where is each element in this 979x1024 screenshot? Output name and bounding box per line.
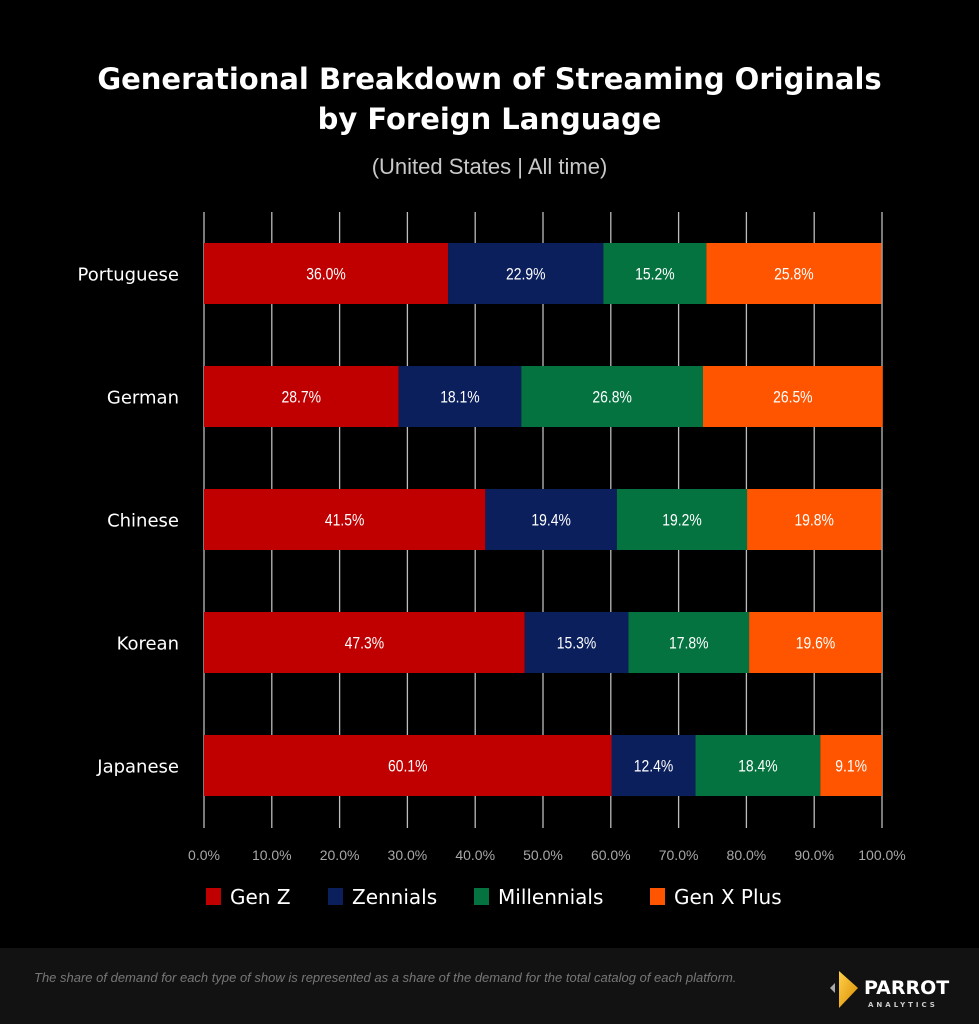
data-label: 26.5% (773, 388, 813, 407)
bars: 36.0% 22.9% 15.2% 25.8% 28.7% 18.1% 26.8% 26.5%… (204, 243, 883, 796)
bar-segment (204, 489, 486, 550)
logo-subtext: ANALYTICS (868, 1001, 938, 1009)
bar-segment (747, 489, 882, 550)
x-tick-label: 20.0% (320, 847, 360, 863)
data-label: 15.3% (557, 634, 597, 653)
data-label: 19.2% (662, 511, 702, 530)
legend-swatch (474, 888, 489, 905)
x-tick-label: 0.0% (188, 847, 220, 863)
bar-segment (204, 366, 399, 427)
x-tick-label: 50.0% (523, 847, 563, 863)
bar-segment (204, 612, 525, 673)
x-tick-label: 90.0% (794, 847, 834, 863)
footer-bar (0, 948, 979, 1024)
x-tick-label: 30.0% (388, 847, 428, 863)
bar-segment (628, 612, 750, 673)
logo-parrot-mark-icon (839, 971, 858, 1008)
bar-segment (703, 366, 883, 427)
x-tick-label: 80.0% (727, 847, 767, 863)
category-label: Portuguese (78, 265, 179, 286)
bar-segment (611, 735, 696, 796)
legend-label: Millennials (498, 885, 603, 909)
bar-segment (603, 243, 707, 304)
bar-segment (398, 366, 522, 427)
bar-segment (695, 735, 821, 796)
data-label: 18.1% (440, 388, 480, 407)
legend-swatch (206, 888, 221, 905)
chart-subtitle: (United States | All time) (371, 154, 608, 179)
legend-label: Zennials (352, 885, 437, 909)
data-label: 17.8% (669, 634, 709, 653)
bar-segment (521, 366, 704, 427)
legend: Gen Z Zennials Millennials Gen X Plus (206, 885, 782, 909)
bar-segment (749, 612, 882, 673)
bar-segment (485, 489, 617, 550)
data-label: 41.5% (325, 511, 365, 530)
category-label: German (107, 388, 179, 409)
stacked-bar-chart: 36.0% 22.9% 15.2% 25.8% 28.7% 18.1% 26.8% 26.5%… (78, 212, 906, 909)
x-tick-label: 60.0% (591, 847, 631, 863)
data-label: 36.0% (306, 265, 346, 284)
x-tick-labels: 0.0% 10.0% 20.0% 30.0% 40.0% 50.0% 60.0% 70.0% 8… (188, 847, 906, 863)
category-label: Chinese (107, 511, 179, 532)
data-label: 25.8% (774, 265, 814, 284)
bar-segment (706, 243, 882, 304)
data-label: 12.4% (634, 757, 674, 776)
bar-segment (448, 243, 604, 304)
data-label: 19.4% (531, 511, 571, 530)
category-label: Japanese (96, 757, 179, 778)
x-tick-label: 100.0% (858, 847, 905, 863)
footnote: The share of demand for each type of sho… (34, 970, 737, 985)
logo-small-arrow-icon (830, 983, 835, 993)
x-tick-label: 10.0% (252, 847, 292, 863)
legend-swatch (650, 888, 665, 905)
legend-swatch (328, 888, 343, 905)
bar-segment (616, 489, 748, 550)
data-label: 60.1% (388, 757, 428, 776)
data-label: 15.2% (635, 265, 675, 284)
legend-label: Gen Z (230, 885, 291, 909)
chart-title-line-2: by Foreign Language (317, 102, 662, 136)
legend-label: Gen X Plus (674, 885, 782, 909)
parrot-analytics-logo: PARROT ANALYTICS (830, 971, 949, 1009)
category-labels: Portuguese German Chinese Korean Japanese (78, 265, 179, 778)
data-label: 28.7% (282, 388, 322, 407)
chart-title-line-1: Generational Breakdown of Streaming Orig… (97, 62, 882, 96)
x-tick-label: 40.0% (455, 847, 495, 863)
bar-segment (204, 735, 612, 796)
x-tick-label: 70.0% (659, 847, 699, 863)
data-label: 26.8% (592, 388, 632, 407)
data-label: 47.3% (345, 634, 385, 653)
data-label: 9.1% (835, 757, 867, 776)
bar-segment (204, 243, 449, 304)
bar-segment (524, 612, 629, 673)
data-label: 19.6% (796, 634, 836, 653)
bar-segment (820, 735, 882, 796)
data-label: 19.8% (794, 511, 834, 530)
category-label: Korean (117, 634, 179, 655)
logo-text: PARROT (864, 977, 949, 999)
data-label: 22.9% (506, 265, 546, 284)
data-label: 18.4% (738, 757, 778, 776)
